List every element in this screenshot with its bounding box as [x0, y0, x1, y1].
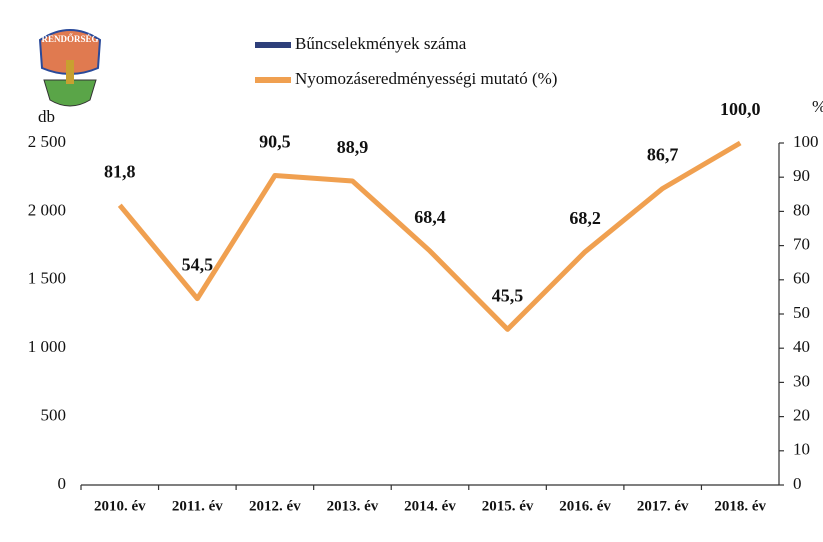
- y2-tick-label: 50: [793, 303, 810, 322]
- data-label: 81,8: [104, 161, 136, 181]
- y2-tick-label: 100: [793, 132, 819, 151]
- x-tick-label: 2015. év: [482, 498, 534, 514]
- x-tick-label: 2017. év: [637, 498, 689, 514]
- data-label: 45,5: [492, 286, 524, 306]
- x-tick-label: 2013. év: [327, 498, 379, 514]
- y-axis-label: db: [38, 107, 55, 126]
- legend-marker: [255, 77, 291, 83]
- y2-tick-label: 0: [793, 474, 802, 493]
- chart: RENDŐRSÉG db % 0 500 1 000 1 500 2 000 2 500 0…: [0, 0, 823, 542]
- y2-tick-label: 20: [793, 406, 810, 425]
- y2-axis-label: %: [812, 97, 823, 116]
- data-label: 90,5: [259, 132, 291, 152]
- y2-tick-label: 90: [793, 166, 810, 185]
- logo-text: RENDŐRSÉG: [41, 34, 98, 44]
- legend-marker: [255, 42, 291, 48]
- y-tick-label: 2 500: [28, 132, 66, 151]
- x-tick-label: 2014. év: [404, 498, 456, 514]
- y2-tick-label: 40: [793, 337, 810, 356]
- data-label: 88,9: [337, 137, 369, 157]
- data-label: 68,2: [569, 208, 601, 228]
- x-tick-label: 2011. év: [172, 498, 223, 514]
- legend-label: Bűncselekmények száma: [295, 34, 467, 53]
- y-tick-label: 1 000: [28, 337, 66, 356]
- y-tick-label: 1 500: [28, 269, 66, 288]
- y2-tick-label: 80: [793, 200, 810, 219]
- x-tick-label: 2018. év: [714, 498, 766, 514]
- y2-tick-label: 60: [793, 269, 810, 288]
- data-label: 68,4: [414, 207, 446, 227]
- y-tick-label: 0: [58, 474, 67, 493]
- x-tick-label: 2010. év: [94, 498, 146, 514]
- y-tick-label: 2 000: [28, 200, 66, 219]
- logo: RENDŐRSÉG: [40, 30, 100, 106]
- data-label: 54,5: [182, 255, 214, 275]
- y2-tick-label: 70: [793, 235, 810, 254]
- y-tick-label: 500: [41, 406, 67, 425]
- y2-tick-label: 10: [793, 440, 810, 459]
- data-label: 86,7: [647, 145, 679, 165]
- y2-tick-label: 30: [793, 371, 810, 390]
- x-tick-label: 2016. év: [559, 498, 611, 514]
- series-line: [120, 143, 740, 329]
- x-tick-label: 2012. év: [249, 498, 301, 514]
- data-label: 100,0: [720, 99, 761, 119]
- legend-label: Nyomozáseredményességi mutató (%): [295, 69, 557, 88]
